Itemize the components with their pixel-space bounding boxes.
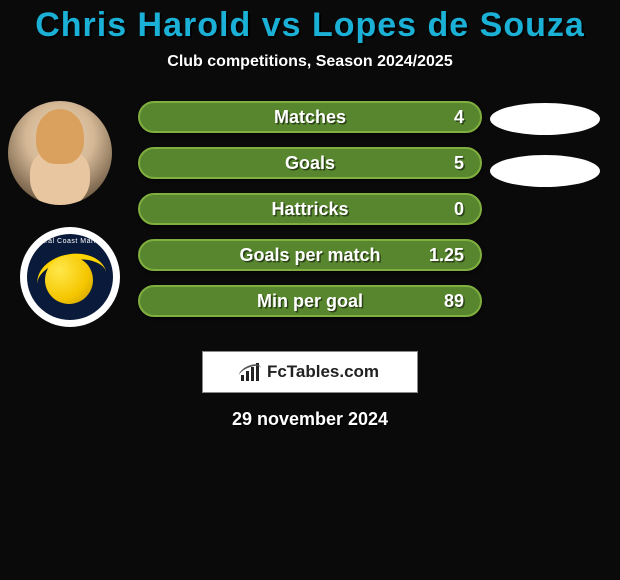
date-text: 29 november 2024: [0, 409, 620, 430]
club-badge-text: Central Coast Mariners: [27, 238, 113, 245]
stat-label: Min per goal: [257, 291, 363, 312]
vs-text: vs: [262, 6, 302, 44]
player-photo: [8, 101, 112, 205]
stat-label: Matches: [274, 107, 346, 128]
club-badge-inner: Central Coast Mariners: [27, 234, 113, 320]
stat-row: Hattricks 0: [138, 193, 482, 225]
stat-row: Matches 4: [138, 101, 482, 133]
bar-chart-rising-icon: [241, 363, 261, 381]
brand-footer[interactable]: FcTables.com: [202, 351, 418, 393]
stat-label: Hattricks: [271, 199, 348, 220]
brand-prefix: Fc: [267, 362, 287, 381]
stat-value: 4: [454, 107, 464, 128]
club-ball-icon: [45, 256, 93, 304]
stat-value: 1.25: [429, 245, 464, 266]
player1-name: Chris Harold: [35, 6, 251, 44]
right-player-column: [490, 101, 610, 207]
subtitle: Club competitions, Season 2024/2025: [0, 53, 620, 71]
comparison-content: Central Coast Mariners Matches 4 Goals 5 Hat…: [0, 101, 620, 341]
comparison-title: Chris Harold vs Lopes de Souza: [0, 0, 620, 45]
brand-text: FcTables.com: [267, 362, 379, 382]
stat-row: Goals per match 1.25: [138, 239, 482, 271]
stat-label: Goals: [285, 153, 335, 174]
stat-value: 89: [444, 291, 464, 312]
stat-label: Goals per match: [239, 245, 380, 266]
placeholder-oval: [490, 155, 600, 187]
club-badge: Central Coast Mariners: [20, 227, 120, 327]
player2-name: Lopes de Souza: [312, 6, 585, 44]
left-player-column: Central Coast Mariners: [8, 101, 128, 327]
brand-suffix: Tables.com: [287, 362, 379, 381]
stat-value: 0: [454, 199, 464, 220]
stat-value: 5: [454, 153, 464, 174]
stat-row: Min per goal 89: [138, 285, 482, 317]
stat-row: Goals 5: [138, 147, 482, 179]
stat-bars: Matches 4 Goals 5 Hattricks 0 Goals per match 1…: [138, 101, 482, 331]
placeholder-oval: [490, 103, 600, 135]
